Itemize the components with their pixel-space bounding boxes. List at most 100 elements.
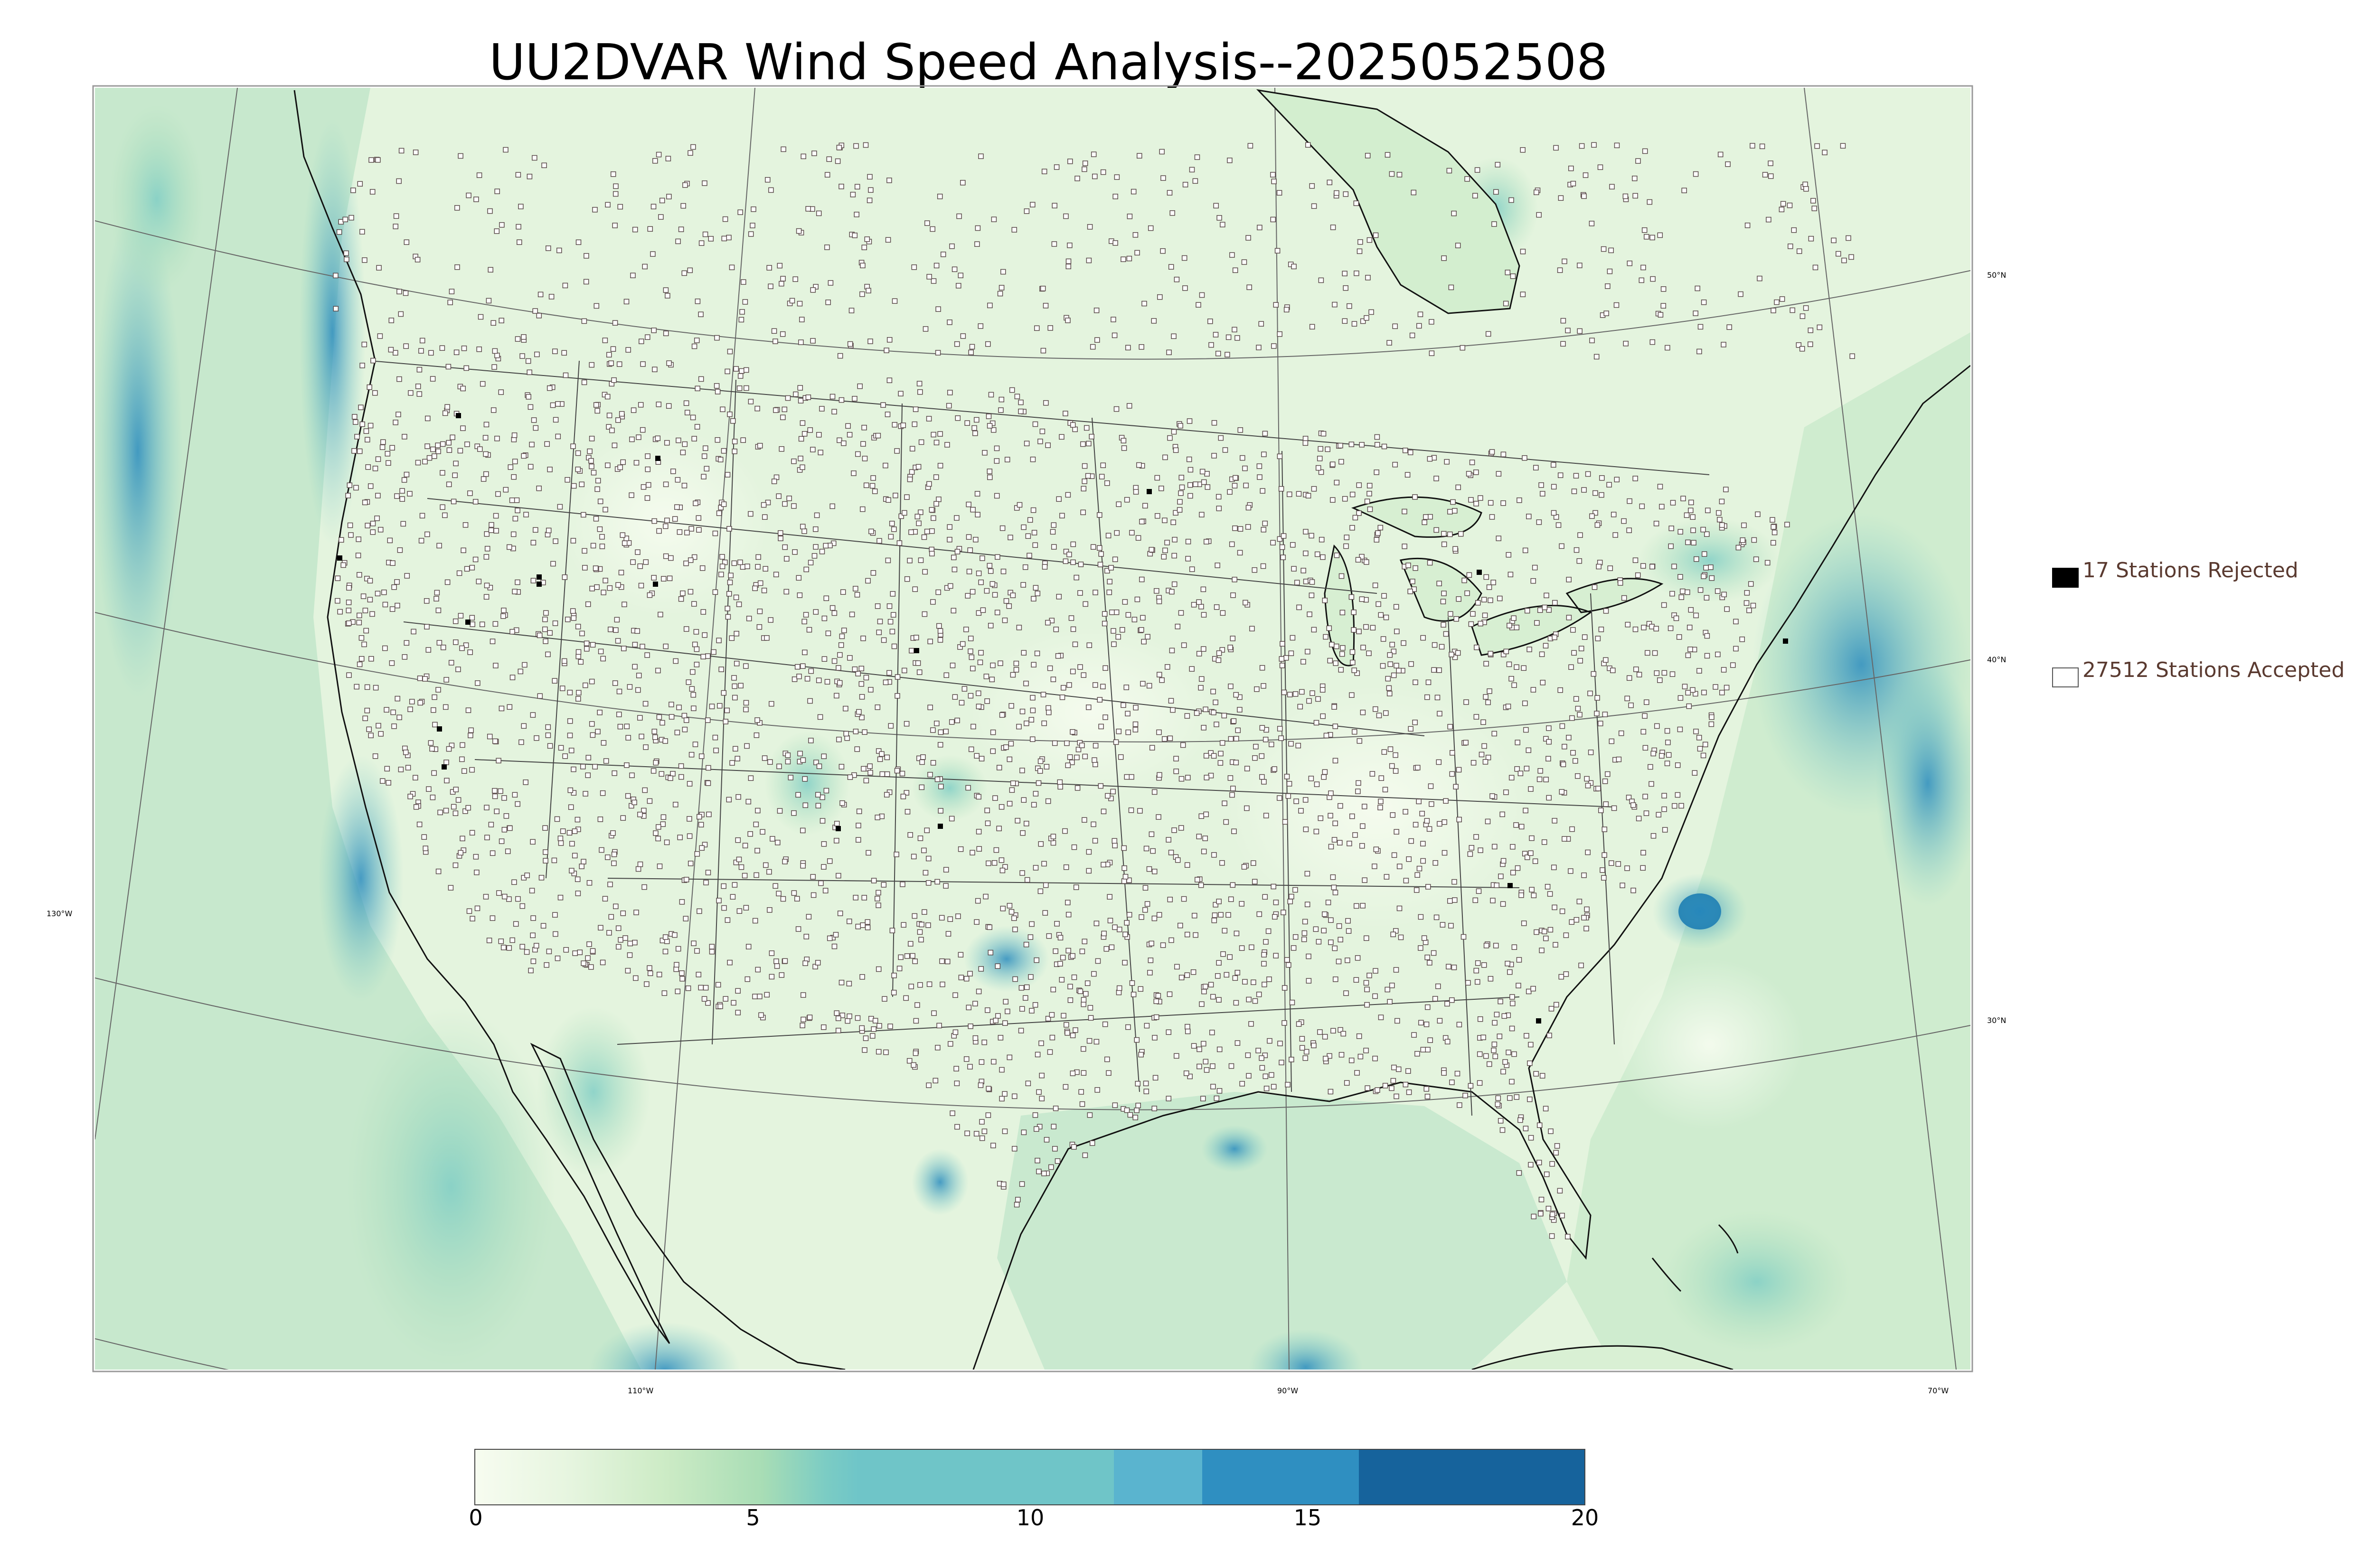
station-marker <box>589 463 594 469</box>
station-marker <box>1154 475 1160 481</box>
station-marker <box>703 985 709 991</box>
station-marker <box>1121 865 1127 871</box>
station-marker <box>446 440 452 446</box>
station-marker <box>1184 713 1190 719</box>
station-marker <box>1527 1060 1533 1066</box>
station-marker <box>357 448 363 454</box>
station-marker <box>1186 456 1192 462</box>
station-marker <box>1277 726 1283 732</box>
station-marker <box>602 896 608 901</box>
station-marker <box>1443 798 1449 804</box>
station-marker <box>1309 183 1315 189</box>
station-marker <box>876 890 881 896</box>
station-marker <box>1171 581 1178 587</box>
station-marker <box>1576 558 1583 564</box>
station-marker <box>1363 980 1369 986</box>
station-marker <box>1704 595 1710 601</box>
station-marker <box>1437 711 1442 717</box>
station-marker <box>744 976 751 982</box>
station-marker <box>879 751 885 757</box>
station-marker <box>370 521 376 526</box>
station-marker <box>415 257 421 263</box>
station-marker <box>1661 602 1667 608</box>
station-marker <box>1081 672 1087 678</box>
station-marker <box>1520 249 1526 254</box>
station-marker <box>617 464 623 470</box>
station-marker <box>1740 537 1746 543</box>
station-marker <box>572 950 578 956</box>
station-marker <box>1583 172 1589 178</box>
station-marker <box>890 612 896 618</box>
station-marker <box>1461 577 1467 583</box>
station-marker <box>1475 600 1481 606</box>
station-marker <box>1432 642 1438 648</box>
station-marker <box>585 955 591 961</box>
station-marker <box>1279 656 1285 662</box>
station-marker <box>1420 841 1426 846</box>
station-marker <box>1079 1101 1085 1107</box>
station-marker <box>1224 972 1230 978</box>
station-marker <box>996 826 1002 831</box>
station-marker <box>1509 1079 1515 1085</box>
station-marker <box>1349 692 1355 698</box>
station-marker <box>1454 1070 1460 1077</box>
station-marker <box>1500 500 1506 506</box>
station-marker <box>1552 600 1558 606</box>
station-marker <box>1668 543 1674 549</box>
station-marker <box>1499 1127 1506 1133</box>
station-marker <box>1488 597 1493 603</box>
station-marker <box>1261 451 1267 457</box>
station-marker <box>1425 1004 1431 1010</box>
station-marker <box>694 646 700 652</box>
station-marker <box>785 752 791 758</box>
station-marker <box>506 945 512 951</box>
station-marker <box>911 854 917 860</box>
station-marker <box>1343 990 1349 996</box>
station-marker <box>1135 535 1141 541</box>
station-marker <box>403 290 409 296</box>
station-marker <box>476 579 482 584</box>
station-marker <box>1246 1073 1252 1079</box>
station-marker <box>1055 1158 1061 1164</box>
station-marker <box>1279 1060 1284 1065</box>
station-marker <box>1666 752 1672 758</box>
station-marker <box>1594 522 1601 528</box>
station-marker <box>589 436 595 441</box>
station-marker <box>399 496 405 502</box>
station-marker <box>883 1049 889 1055</box>
station-marker <box>1649 235 1655 241</box>
station-marker <box>1701 299 1707 305</box>
station-marker <box>744 385 749 391</box>
station-marker <box>1035 591 1041 596</box>
station-marker <box>451 498 457 505</box>
station-marker <box>1302 919 1308 925</box>
station-marker <box>1687 647 1693 652</box>
station-marker <box>726 797 732 803</box>
station-marker <box>582 548 587 554</box>
station-marker <box>829 503 835 509</box>
station-marker <box>1808 235 1814 242</box>
station-marker <box>921 847 927 854</box>
station-marker <box>1669 671 1676 677</box>
station-marker <box>554 816 560 822</box>
station-marker <box>402 654 408 660</box>
station-marker <box>470 916 475 921</box>
station-marker <box>1570 750 1576 756</box>
station-marker <box>844 735 850 741</box>
station-marker <box>1168 698 1174 704</box>
station-marker <box>689 686 695 692</box>
station-marker <box>1675 762 1681 768</box>
station-marker <box>548 294 555 300</box>
station-marker <box>1296 604 1302 610</box>
station-marker <box>1671 563 1677 569</box>
station-marker <box>545 724 551 730</box>
station-marker <box>1156 599 1162 604</box>
colorbar-tick-20: 20 <box>1571 1505 1599 1530</box>
station-marker <box>808 560 814 565</box>
station-marker <box>827 858 833 864</box>
station-marker <box>1427 960 1432 966</box>
station-marker <box>656 972 662 977</box>
station-marker <box>698 240 705 246</box>
station-marker <box>476 172 482 178</box>
station-marker <box>1191 1043 1197 1049</box>
